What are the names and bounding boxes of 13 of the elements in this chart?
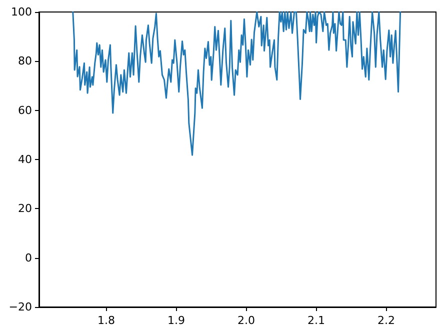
y-tick-label: 0 [25, 251, 32, 264]
y-tick-label: 80 [18, 54, 32, 68]
y-tick-label: 100 [11, 6, 32, 18]
y-tick-label: −20 [8, 300, 32, 314]
x-tick-label: 1.9 [167, 314, 185, 327]
y-tick-label: 60 [18, 104, 32, 117]
x-tick-label: 1.8 [97, 314, 115, 327]
y-tick-label: 40 [18, 153, 32, 166]
x-tick-label: 2.0 [238, 314, 255, 327]
y-tick-label: 20 [18, 202, 32, 216]
x-tick-label: 2.1 [308, 314, 326, 327]
x-tick-label: 2.2 [378, 314, 396, 327]
line-series [72, 11, 402, 156]
